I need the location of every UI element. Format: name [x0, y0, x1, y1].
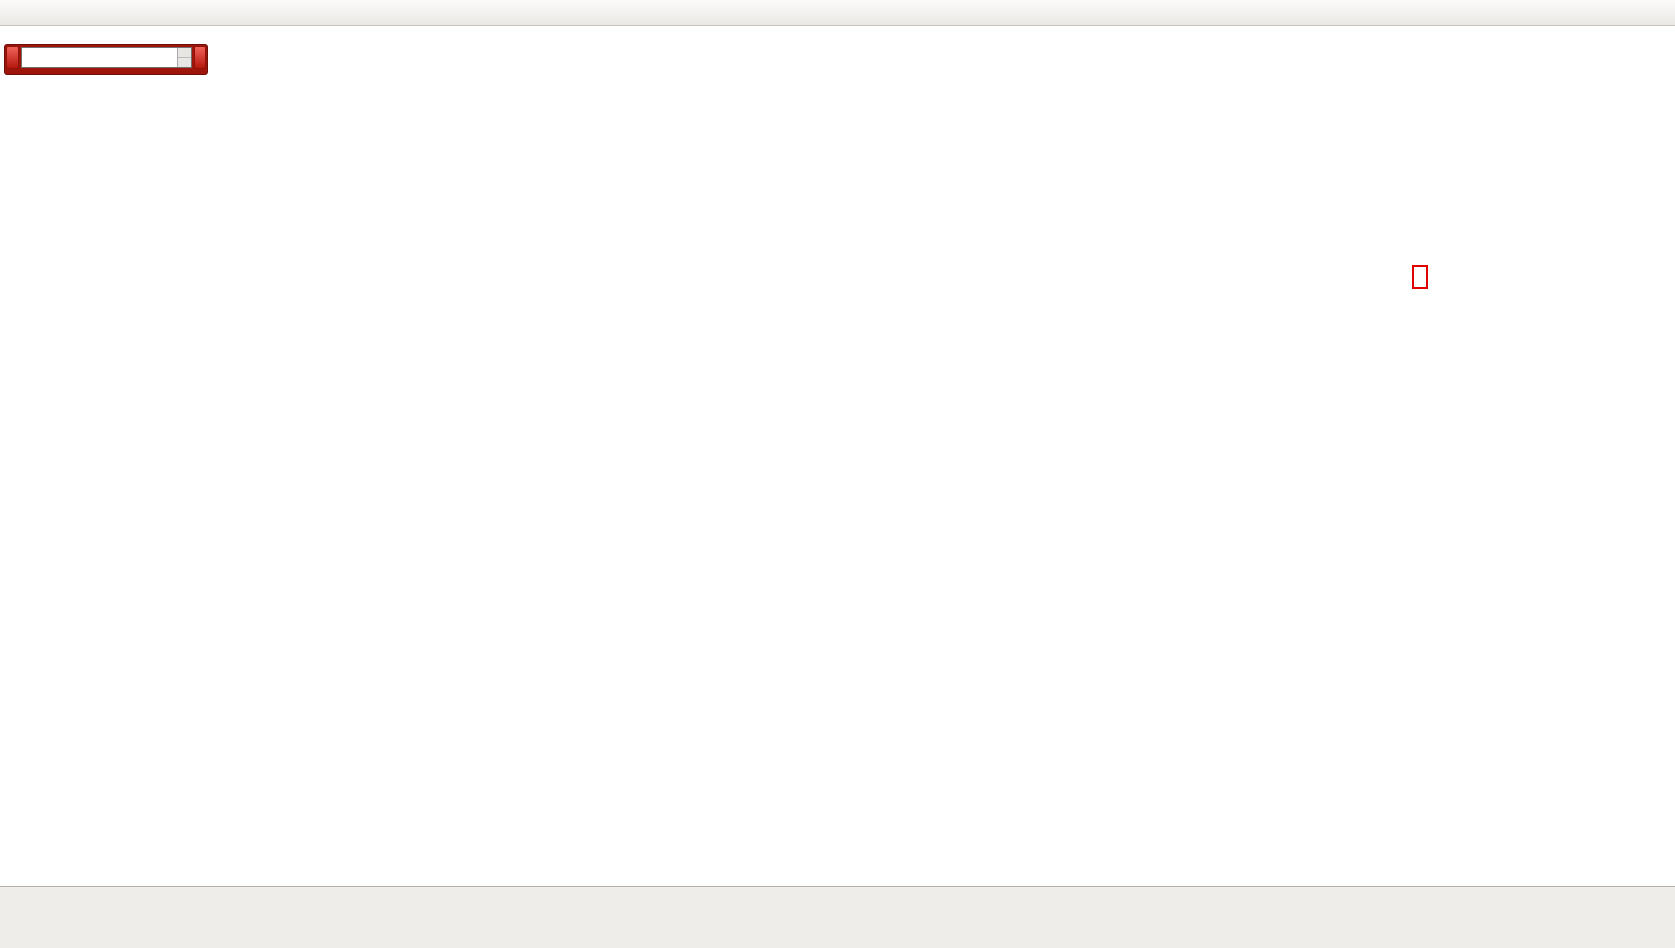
macd-indicator-label [5, 550, 26, 562]
buy-button[interactable] [193, 46, 206, 69]
volume-control [20, 47, 192, 68]
toolbar [0, 0, 1675, 26]
status-area [0, 886, 1675, 948]
chart-canvas[interactable] [0, 26, 1675, 886]
sell-button[interactable] [6, 46, 19, 69]
rsi-indicator-label [5, 724, 19, 736]
volume-increase-button[interactable] [177, 48, 191, 58]
price-callout-label[interactable] [1412, 265, 1428, 289]
time-axis [0, 870, 1675, 886]
chart-ohlc-title [4, 29, 15, 41]
volume-decrease-button[interactable] [177, 58, 191, 67]
one-click-trading-panel [4, 44, 208, 75]
chart-window [0, 26, 1675, 886]
volume-spinner [176, 48, 191, 67]
volume-input[interactable] [21, 48, 177, 67]
